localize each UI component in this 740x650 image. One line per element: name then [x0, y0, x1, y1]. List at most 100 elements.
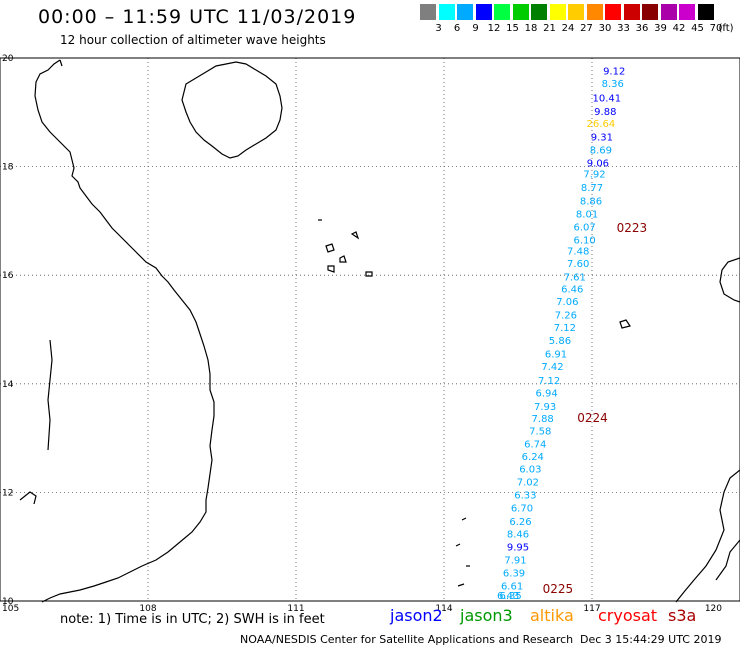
- scale-label: 42: [672, 23, 686, 34]
- swh-observation: 9.31: [591, 133, 613, 144]
- swh-observation: 6.26: [509, 517, 531, 528]
- scale-swatch: [679, 4, 695, 20]
- swh-observation: 7.93: [534, 402, 556, 413]
- scale-swatch: [438, 4, 455, 20]
- scale-label: 27: [580, 23, 593, 34]
- swh-observation: 9.95: [507, 543, 529, 554]
- latitude-tick-label: 18: [2, 163, 14, 173]
- swh-observation: 5.86: [549, 336, 571, 347]
- swh-observation: 6.43: [497, 591, 519, 602]
- longitude-tick-label: 114: [435, 604, 452, 614]
- swh-observation: 6.39: [503, 569, 525, 580]
- footer-note: note: 1) Time is in UTC; 2) SWH is in fe…: [60, 612, 325, 627]
- scale-swatch: [568, 4, 584, 20]
- scale-label: 15: [506, 23, 519, 34]
- swh-observation: 6.61: [501, 582, 523, 593]
- scale-label: 6: [453, 23, 461, 34]
- map-frame: [0, 57, 740, 602]
- scale-swatch: [494, 4, 510, 20]
- scale-label: 18: [524, 23, 538, 34]
- scale-swatch: [457, 4, 473, 20]
- longitude-tick-label: 105: [2, 604, 19, 614]
- scale-swatch: [420, 4, 436, 20]
- scale-swatch: [660, 4, 677, 20]
- chart-subtitle: 12 hour collection of altimeter wave hei…: [60, 33, 326, 47]
- latitude-tick-label: 10: [2, 597, 14, 607]
- swh-observation: 7.12: [554, 323, 576, 334]
- scale-swatch: [642, 4, 658, 20]
- swh-observation: 6.35: [499, 591, 521, 602]
- swh-observation: 7.92: [583, 169, 605, 180]
- scale-label: 9: [472, 23, 479, 34]
- latitude-tick-label: 20: [2, 54, 14, 64]
- swh-observation: 6.94: [535, 388, 557, 399]
- swh-observation: 6.74: [524, 439, 546, 450]
- longitude-tick-label: 117: [583, 604, 600, 614]
- swh-observation: 6.46: [561, 285, 583, 296]
- scale-label: 45: [691, 23, 704, 34]
- scale-label: 21: [543, 23, 556, 34]
- swh-observation: 10.41: [592, 93, 621, 104]
- scale-label: 33: [617, 23, 630, 34]
- satellite-s3a: s3a: [668, 606, 697, 625]
- longitude-tick-label: 120: [705, 604, 722, 614]
- swh-observation: 7.48: [567, 247, 589, 258]
- footer-credit: NOAA/NESDIS Center for Satellite Applica…: [240, 633, 574, 646]
- swh-observation: 8.69: [590, 146, 612, 157]
- scale-swatch: [475, 4, 492, 20]
- latitude-tick-label: 16: [2, 271, 14, 281]
- swh-observation: 6.10: [573, 236, 595, 247]
- swh-observation: 7.02: [517, 477, 539, 488]
- swh-observation: 7.06: [556, 297, 578, 308]
- scale-swatch: [605, 4, 621, 20]
- track-time-label: 0225: [543, 582, 574, 596]
- swh-observation: 6.33: [514, 490, 536, 501]
- swh-observation: 7.26: [555, 311, 577, 322]
- swh-observation: 7.88: [532, 414, 554, 425]
- satellite-cryosat: cryosat: [598, 606, 658, 625]
- scale-label: 70: [709, 23, 723, 34]
- swh-observation: 8.46: [507, 529, 529, 540]
- longitude-tick-label: 108: [139, 604, 156, 614]
- scale-swatch: [586, 4, 603, 20]
- track-time-label: 0224: [577, 411, 608, 425]
- scale-swatch: [531, 4, 547, 20]
- satellite-altika: altika: [530, 606, 574, 625]
- satellite-jason2: jason2: [390, 606, 443, 625]
- scale-label: 30: [598, 23, 612, 34]
- swh-observation: 6.91: [545, 350, 567, 361]
- swh-observation: 8.01: [576, 210, 598, 221]
- swh-observation: 6.07: [573, 223, 595, 234]
- scale-label: 24: [561, 23, 575, 34]
- longitude-tick-label: 111: [287, 604, 304, 614]
- swh-observation: 26.64: [587, 119, 616, 130]
- scale-swatch: [512, 4, 529, 20]
- scale-swatch: [697, 4, 714, 20]
- scale-label: 3: [435, 23, 442, 34]
- swh-observation: 7.58: [529, 426, 551, 437]
- swh-observation: 7.61: [564, 273, 586, 284]
- swh-observation: 7.42: [541, 362, 563, 373]
- swh-observation: 8.36: [602, 79, 624, 90]
- scale-label: 39: [654, 23, 667, 34]
- track-time-label: 0223: [617, 221, 648, 235]
- scale-label: 36: [635, 23, 649, 34]
- latitude-tick-label: 12: [2, 488, 13, 498]
- scale-label: 12: [487, 23, 501, 34]
- swh-observation: 6.70: [511, 503, 533, 514]
- scale-swatch: [549, 4, 566, 20]
- swh-observation: 7.91: [504, 556, 526, 567]
- swh-observation: 7.12: [538, 376, 560, 387]
- latitude-tick-label: 14: [2, 380, 14, 390]
- chart-title: 00:00 – 11:59 UTC 11/03/2019: [38, 6, 357, 28]
- swh-observation: 9.12: [603, 66, 625, 77]
- swh-observation: 8.77: [581, 183, 603, 194]
- footer-timestamp: Dec 3 15:44:29 UTC 2019: [580, 633, 722, 646]
- swh-observation: 6.24: [522, 452, 544, 463]
- swh-observation: 8.86: [580, 197, 602, 208]
- scale-swatch: [623, 4, 640, 20]
- coastline: [19, 59, 740, 603]
- swh-observation: 6.03: [519, 464, 541, 475]
- scale-unit: (ft): [718, 23, 734, 34]
- swh-observation: 7.60: [567, 259, 589, 270]
